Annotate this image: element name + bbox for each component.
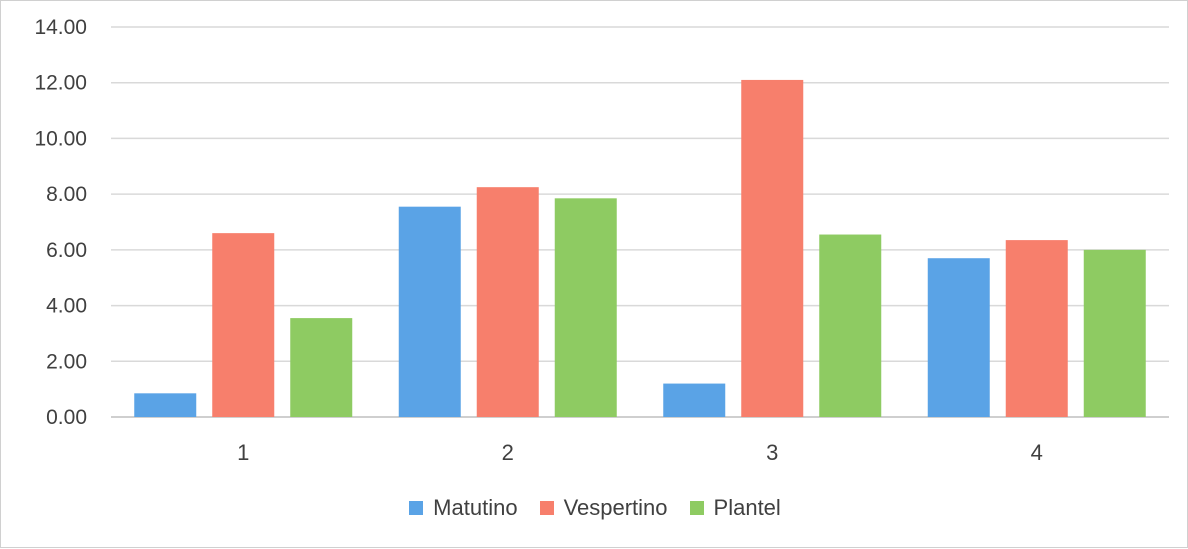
y-tick-label: 8.00 [46, 183, 87, 206]
legend: Matutino Vespertino Plantel [1, 495, 1188, 521]
y-tick-label: 6.00 [46, 239, 87, 262]
bar-vespertino-3 [741, 79, 804, 417]
y-axis-ticks: 0.00 2.00 4.00 6.00 8.00 10.00 12.00 14.00 [34, 16, 87, 429]
bars [134, 79, 1146, 417]
x-tick-label: 3 [766, 440, 778, 465]
legend-swatch-plantel [689, 501, 704, 515]
bar-matutino-3 [663, 383, 726, 417]
x-tick-label: 2 [502, 440, 514, 465]
bar-vespertino-1 [212, 233, 275, 417]
legend-item-plantel: Plantel [689, 495, 781, 521]
y-tick-label: 2.00 [46, 350, 87, 373]
y-tick-label: 10.00 [34, 127, 87, 150]
x-tick-label: 1 [237, 440, 249, 465]
gridlines [111, 26, 1169, 418]
y-tick-label: 4.00 [46, 295, 87, 318]
legend-swatch-matutino [409, 501, 424, 515]
bar-plantel-3 [819, 234, 882, 417]
legend-label-plantel: Plantel [713, 495, 781, 520]
bar-matutino-4 [927, 258, 990, 417]
bar-matutino-2 [398, 206, 461, 417]
legend-label-matutino: Matutino [433, 495, 518, 520]
x-tick-label: 4 [1031, 440, 1043, 465]
legend-label-vespertino: Vespertino [563, 495, 668, 520]
y-tick-label: 12.00 [34, 72, 87, 95]
bar-plantel-1 [290, 318, 353, 417]
bar-plantel-2 [554, 198, 617, 417]
legend-item-matutino: Matutino [409, 495, 518, 521]
bar-matutino-1 [134, 393, 197, 417]
bar-vespertino-4 [1005, 240, 1068, 417]
y-tick-label: 0.00 [46, 406, 87, 429]
x-axis-ticks: 1 2 3 4 [237, 440, 1043, 465]
legend-swatch-vespertino [539, 501, 554, 515]
y-tick-label: 14.00 [34, 16, 87, 39]
bar-vespertino-2 [476, 187, 539, 417]
bar-plantel-4 [1083, 249, 1146, 417]
legend-item-vespertino: Vespertino [539, 495, 668, 521]
